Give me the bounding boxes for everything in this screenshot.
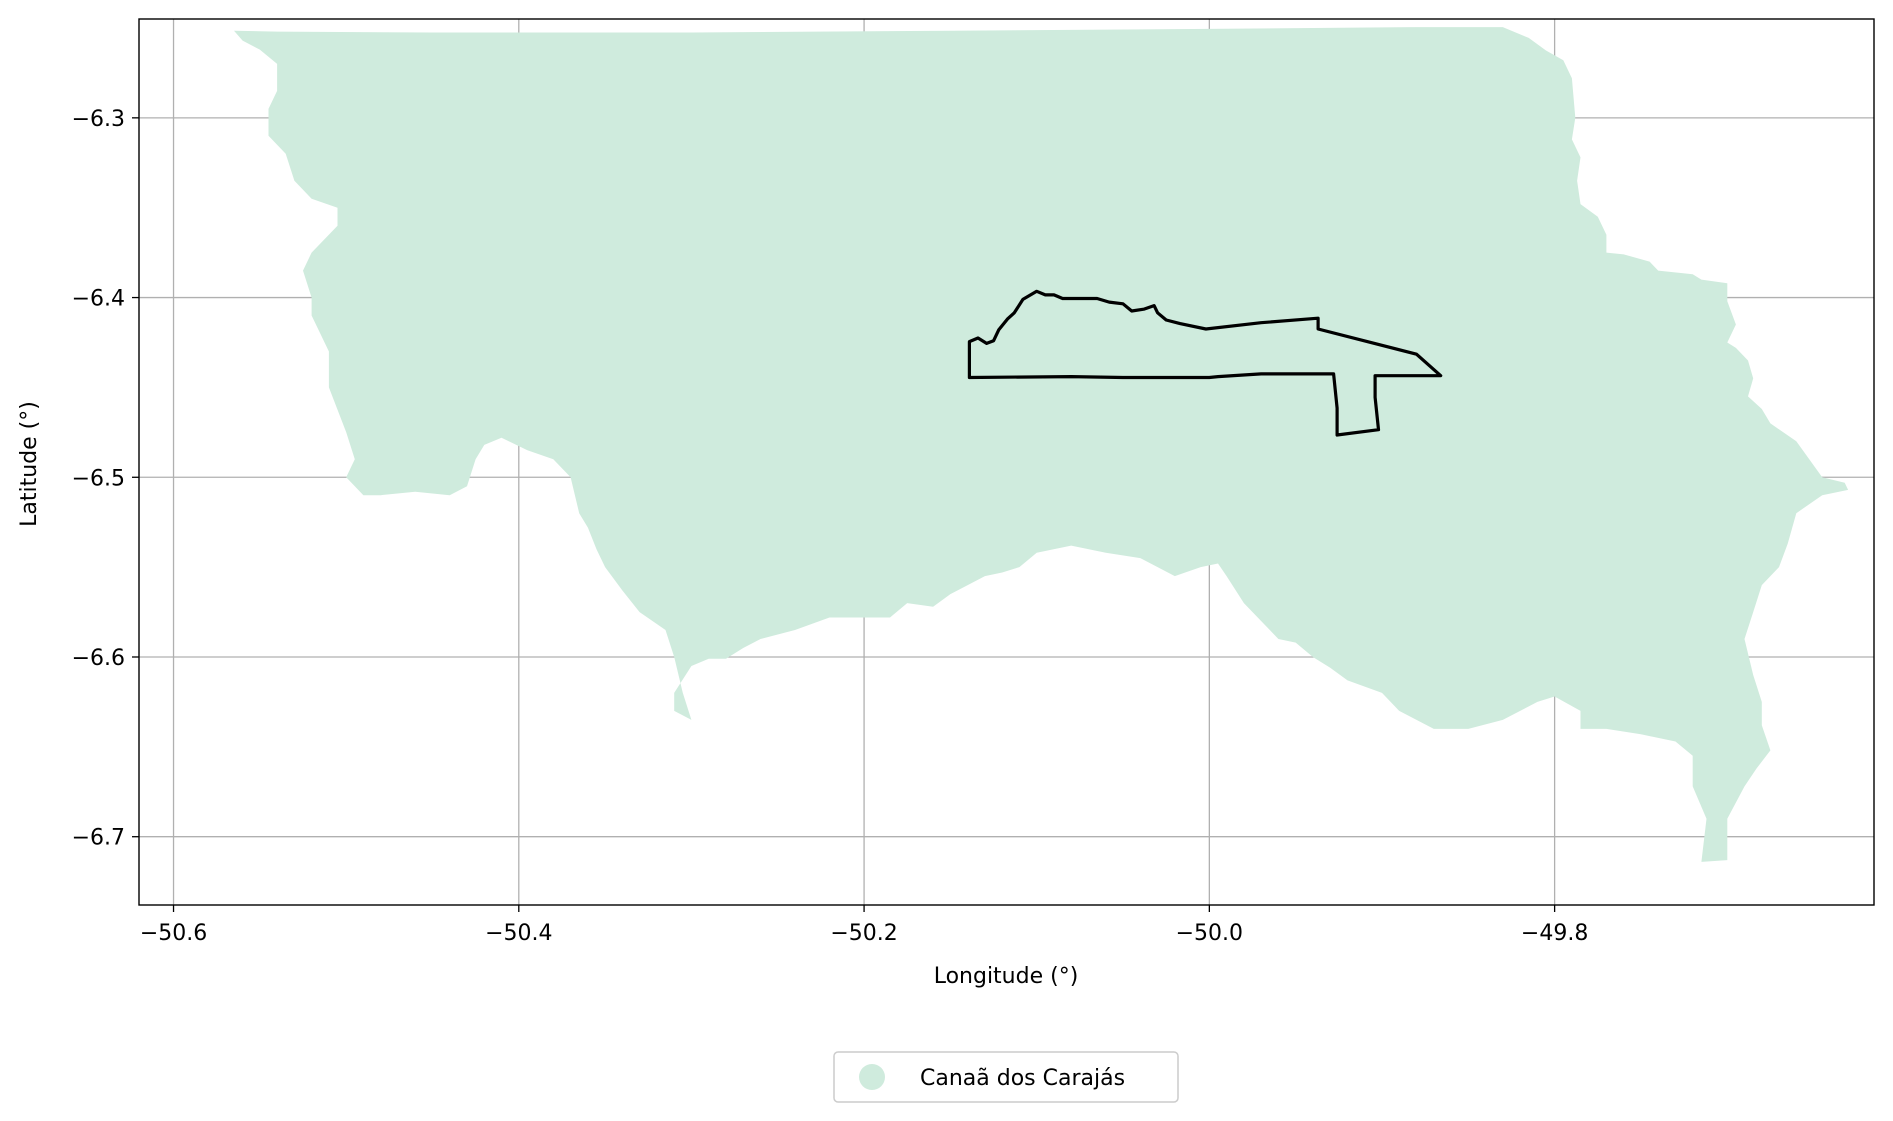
x-tick-label: −50.6	[140, 921, 207, 946]
legend: Canaã dos Carajás	[833, 1051, 1179, 1103]
x-tick-label: −49.8	[1521, 921, 1588, 946]
y-axis-ticks: −6.3 −6.4 −6.5 −6.6 −6.7	[72, 107, 139, 851]
y-tick-label: −6.7	[72, 826, 125, 851]
x-tick-label: −50.0	[1176, 921, 1243, 946]
y-tick-label: −6.3	[72, 107, 125, 132]
x-tick-label: −50.2	[830, 921, 897, 946]
x-axis-ticks: −50.6 −50.4 −50.2 −50.0 −49.8	[140, 905, 1588, 946]
y-tick-label: −6.6	[72, 646, 125, 671]
legend-label: Canaã dos Carajás	[920, 1066, 1125, 1091]
y-tick-label: −6.4	[72, 287, 125, 312]
municipality-area	[234, 27, 1849, 862]
plot-frame	[138, 18, 1875, 906]
legend-frame	[833, 1051, 1179, 1103]
x-axis-label: Longitude (°)	[934, 964, 1079, 989]
y-tick-label: −6.5	[72, 466, 125, 491]
polygon-outline	[967, 289, 1443, 437]
x-tick-label: −50.4	[485, 921, 552, 946]
y-axis-label: Latitude (°)	[17, 401, 42, 527]
legend-marker	[859, 1064, 885, 1090]
